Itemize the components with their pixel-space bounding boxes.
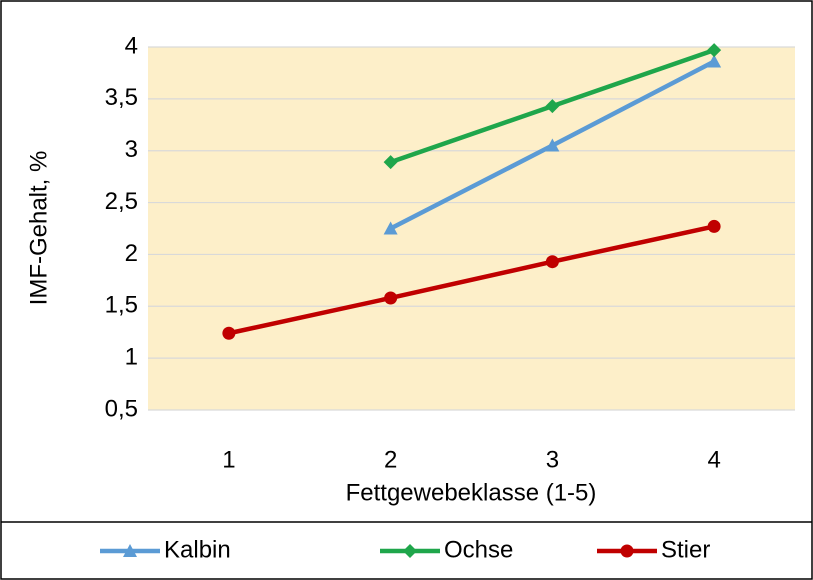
legend-marker [620, 544, 634, 558]
marker [384, 291, 398, 305]
series-line [228, 224, 715, 336]
marker [545, 138, 560, 152]
y-tick-label: 3,5 [105, 84, 138, 111]
legend-label: Stier [661, 536, 710, 563]
marker [545, 99, 560, 114]
marker [545, 255, 559, 269]
legend-marker [403, 544, 417, 558]
x-axis-label: Fettgewebeklasse (1-5) [346, 479, 597, 506]
y-tick-label: 1 [125, 343, 138, 370]
legend-label: Ochse [444, 536, 513, 563]
marker [707, 219, 721, 233]
x-tick-label: 3 [546, 446, 559, 473]
marker [707, 54, 722, 68]
legend-marker [123, 544, 137, 557]
marker [383, 221, 398, 235]
y-tick-label: 0,5 [105, 395, 138, 422]
marker [383, 155, 398, 170]
x-tick-label: 1 [222, 446, 235, 473]
y-axis-label: IMF-Gehalt, % [25, 151, 52, 306]
x-tick-label: 4 [707, 446, 720, 473]
y-tick-label: 4 [125, 32, 138, 59]
plot-area [148, 47, 795, 410]
y-tick-label: 1,5 [105, 292, 138, 319]
y-tick-label: 3 [125, 136, 138, 163]
y-tick-label: 2,5 [105, 188, 138, 215]
y-tick-label: 2 [125, 240, 138, 267]
x-tick-label: 2 [384, 446, 397, 473]
marker [707, 43, 722, 58]
marker [222, 326, 236, 340]
legend-label: Kalbin [164, 536, 231, 563]
